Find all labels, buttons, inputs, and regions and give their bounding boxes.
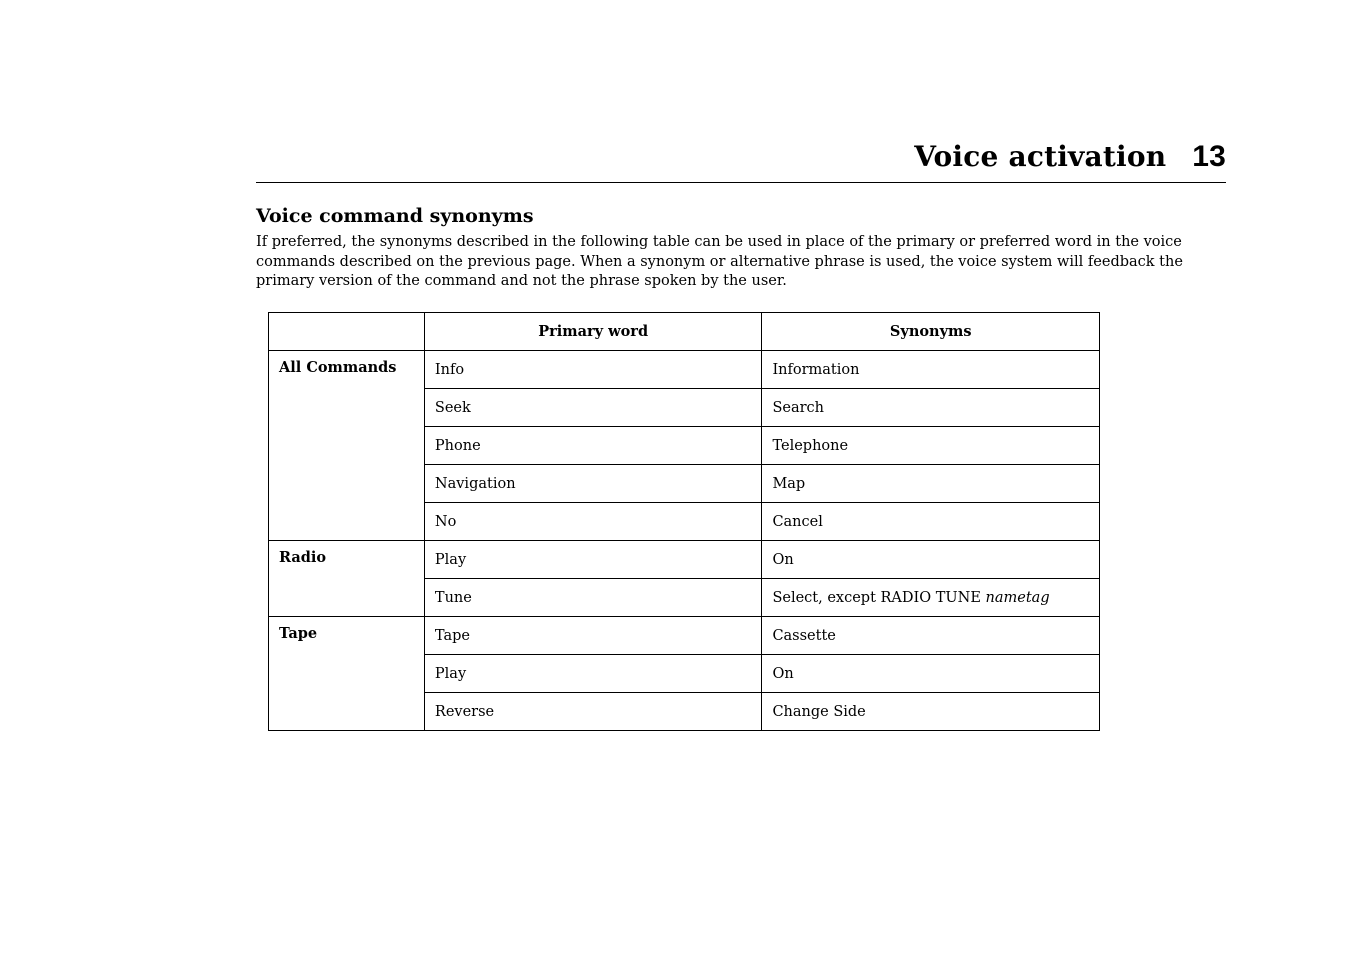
synonym-prefix: Select, except RADIO TUNE — [772, 590, 985, 606]
primary-cell: Play — [424, 540, 762, 578]
primary-cell: Tape — [424, 616, 762, 654]
synonym-cell: Cassette — [762, 616, 1100, 654]
synonym-cell: Cancel — [762, 502, 1100, 540]
section-intro: If preferred, the synonyms described in … — [256, 233, 1196, 292]
synonym-italic: nametag — [986, 590, 1050, 606]
page-number: 13 — [1192, 140, 1226, 173]
synonym-cell: Telephone — [762, 426, 1100, 464]
synonyms-table: Primary word Synonyms All Commands Info … — [268, 312, 1100, 731]
document-page: { "header": { "chapter": "Voice activati… — [0, 0, 1351, 954]
chapter-name: Voice activation — [914, 140, 1166, 173]
synonym-cell: Change Side — [762, 692, 1100, 730]
category-cell: All Commands — [269, 350, 425, 540]
primary-cell: Phone — [424, 426, 762, 464]
synonym-cell: Map — [762, 464, 1100, 502]
synonym-cell: On — [762, 540, 1100, 578]
section-title: Voice command synonyms — [256, 205, 1226, 227]
primary-cell: Seek — [424, 388, 762, 426]
category-cell: Tape — [269, 616, 425, 730]
synonym-cell: Select, except RADIO TUNE nametag — [762, 578, 1100, 616]
table-header-primary: Primary word — [424, 312, 762, 350]
primary-cell: No — [424, 502, 762, 540]
chapter-title: Voice activation 13 — [256, 140, 1226, 174]
synonym-cell: Information — [762, 350, 1100, 388]
synonym-cell: Search — [762, 388, 1100, 426]
table-header-synonyms: Synonyms — [762, 312, 1100, 350]
primary-cell: Reverse — [424, 692, 762, 730]
header-rule — [256, 182, 1226, 183]
primary-cell: Play — [424, 654, 762, 692]
table-header-blank — [269, 312, 425, 350]
primary-cell: Info — [424, 350, 762, 388]
category-cell: Radio — [269, 540, 425, 616]
table-row: Tape Tape Cassette — [269, 616, 1100, 654]
synonym-cell: On — [762, 654, 1100, 692]
table-header-row: Primary word Synonyms — [269, 312, 1100, 350]
table-row: Radio Play On — [269, 540, 1100, 578]
table-row: All Commands Info Information — [269, 350, 1100, 388]
primary-cell: Tune — [424, 578, 762, 616]
primary-cell: Navigation — [424, 464, 762, 502]
